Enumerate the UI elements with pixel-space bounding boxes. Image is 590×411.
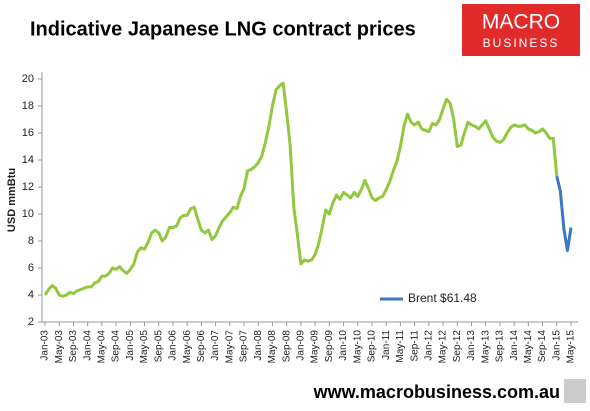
logo-bottom: BUSINESS: [483, 36, 560, 50]
x-tick-label: May-06: [182, 330, 193, 364]
y-tick-label: 8: [28, 235, 34, 247]
y-tick-label: 12: [22, 181, 34, 193]
x-tick-label: May-11: [395, 330, 406, 363]
x-tick-label: May-13: [480, 330, 491, 364]
x-tick-label: Jan-08: [253, 330, 264, 361]
x-tick-label: Sep-08: [281, 330, 292, 363]
x-tick-label: May-05: [139, 330, 150, 364]
logo-top: MACRO: [482, 11, 560, 34]
x-tick-label: Sep-12: [452, 330, 463, 363]
x-tick-label: Sep-07: [239, 330, 250, 363]
x-tick-label: Sep-09: [324, 330, 335, 363]
x-tick-label: Jan-06: [168, 330, 179, 361]
x-tick-label: Jan-10: [338, 330, 349, 361]
x-tick-label: Sep-14: [537, 330, 548, 363]
x-tick-label: Jan-15: [551, 330, 562, 361]
series-line: [555, 175, 573, 252]
y-tick-label: 2: [28, 316, 34, 328]
y-tick-label: 10: [22, 208, 34, 220]
x-tick-label: Jan-13: [466, 330, 477, 361]
y-tick-label: 16: [22, 127, 34, 139]
legend-label: Brent $61.48: [408, 291, 477, 305]
x-tick-label: May-15: [566, 330, 577, 364]
x-tick-label: Sep-13: [495, 330, 506, 363]
y-tick-label: 20: [22, 73, 34, 85]
x-tick-label: Sep-10: [367, 330, 378, 363]
x-tick-label: Jan-07: [210, 330, 221, 361]
x-tick-label: Jan-05: [125, 330, 136, 361]
x-tick-label: Sep-06: [196, 330, 207, 363]
x-tick-label: Sep-11: [409, 330, 420, 362]
x-tick-label: Sep-04: [111, 330, 122, 363]
y-tick-label: 18: [22, 100, 34, 112]
footer: www.macrobusiness.com.au: [313, 382, 560, 402]
y-tick-label: 4: [28, 289, 34, 301]
x-tick-label: May-12: [438, 330, 449, 364]
x-tick-label: Sep-05: [153, 330, 164, 363]
x-tick-label: May-08: [267, 330, 278, 364]
x-tick-label: May-14: [523, 330, 534, 364]
x-tick-label: May-03: [54, 330, 65, 364]
x-tick-label: May-09: [310, 330, 321, 364]
y-tick-label: 14: [22, 154, 34, 166]
x-tick-label: May-10: [352, 330, 363, 364]
logo-box: [462, 4, 580, 56]
x-tick-label: Jan-14: [509, 330, 520, 361]
wolf-icon: [564, 379, 586, 403]
series-line: [43, 81, 559, 298]
x-tick-label: Jan-12: [423, 330, 434, 361]
x-tick-label: Jan-09: [296, 330, 307, 361]
chart-title: Indicative Japanese LNG contract prices: [30, 18, 416, 40]
y-tick-label: 6: [28, 262, 34, 274]
x-tick-label: Jan-04: [82, 330, 93, 361]
x-tick-label: Jan-11: [381, 330, 392, 360]
y-axis-label: USD mmBtu: [6, 168, 18, 232]
x-tick-label: May-07: [224, 330, 235, 364]
x-tick-label: Jan-03: [40, 330, 51, 361]
x-tick-label: May-04: [97, 330, 108, 364]
x-tick-label: Sep-03: [68, 330, 79, 363]
